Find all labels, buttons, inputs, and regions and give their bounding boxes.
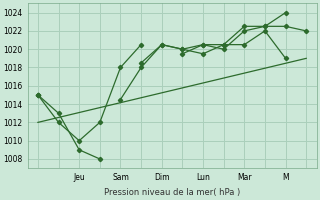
X-axis label: Pression niveau de la mer( hPa ): Pression niveau de la mer( hPa ) — [104, 188, 240, 197]
